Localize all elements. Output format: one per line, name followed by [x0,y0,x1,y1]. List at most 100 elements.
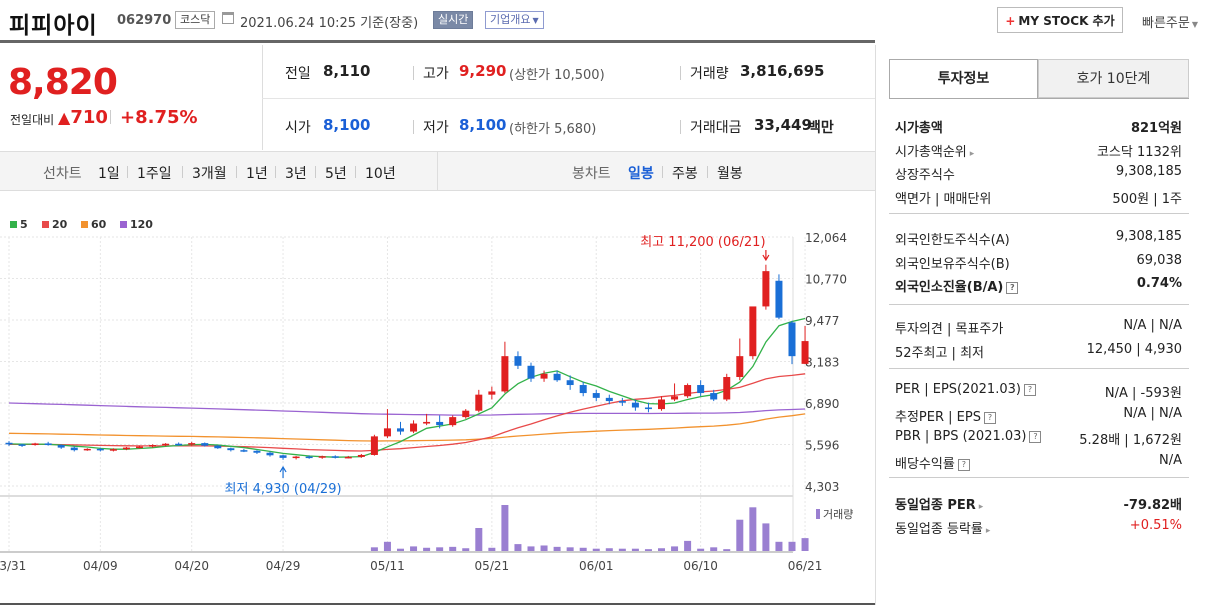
help-icon[interactable]: ? [983,411,996,424]
candle-monthly[interactable]: 월봉 [717,166,743,182]
period-1d[interactable]: 1일 [98,166,120,182]
divider [413,120,414,134]
info-row-label: 외국인보유주식수(B) [895,253,1010,272]
candle-body [423,421,431,424]
legend-ma20: 20 [42,218,67,231]
volume-bar [540,545,548,551]
volume-bar [618,548,626,551]
help-icon[interactable]: ? [1006,282,1019,294]
calendar-icon [222,12,234,24]
divider [262,98,875,99]
info-row-label: 외국인소진율(B/A)? [895,276,1019,295]
volume-bar [644,549,652,551]
info-row-value: 9,308,185 [1115,164,1182,179]
volume-bar [397,548,404,551]
help-icon[interactable]: ? [1023,384,1036,396]
volume-label: 거래량 [823,508,853,521]
volume-legend-swatch [816,509,820,519]
info-row-label: 시가총액 [895,117,943,136]
candle-body [553,373,561,381]
volume-bar [710,547,718,551]
candle-body [749,306,757,357]
candle-body [710,393,718,400]
realtime-button[interactable]: 실시간 [433,11,474,29]
divider [437,152,438,190]
period-10y[interactable]: 10년 [365,166,396,182]
candle-body [671,396,679,400]
price-chart[interactable]: 12,064 10,770 9,477 8,183 6,890 5,596 4,303 03/… [0,230,875,605]
company-info-dropdown[interactable]: 기업개요 ▼ [485,11,544,29]
info-label-text: 동일업종 PER [895,498,976,513]
candle-body [149,445,157,447]
info-row-label[interactable]: 시가총액순위 ▸ [895,141,974,160]
info-row-label: PBR | BPS (2021.03)? [895,429,1042,444]
caret-down-icon: ▼ [532,16,539,25]
tab-underline [889,98,1189,99]
info-label-text: 배당수익률 [895,456,955,472]
divider [680,66,681,80]
divider [182,166,183,178]
candle-body [488,391,496,395]
info-row-value: N/A | N/A [1123,318,1182,333]
low-value: 8,100 [459,116,507,134]
period-3m[interactable]: 3개월 [192,166,227,182]
y-tick-label: 6,890 [805,397,839,411]
divider [110,110,111,124]
info-row-value: +0.51% [1129,517,1182,533]
candle-weekly[interactable]: 주봉 [672,166,698,182]
volume-bar [370,547,378,551]
period-bar: 선차트 1일 1주일 3개월 1년 3년 5년 10년 봉차트 일봉 주봉 월봉 [0,151,875,191]
volume-bar [762,523,770,551]
info-row-label: PER | EPS(2021.03)? [895,382,1036,397]
volume-bar [514,544,522,551]
period-1y[interactable]: 1년 [246,166,268,182]
candle-body [70,447,78,451]
caret-down-icon: ▼ [1191,20,1198,29]
candle-body [631,402,639,408]
high-label: 고가 [423,66,449,82]
chevron-right-icon: ▸ [969,148,975,159]
info-row-value: N/A [1159,452,1182,468]
volume-value: 3,816,695 [740,62,825,80]
period-5y[interactable]: 5년 [325,166,347,182]
tab-orderbook-10[interactable]: 호가 10단계 [1038,59,1189,98]
prev-close-value: 8,110 [323,62,371,80]
add-mystock-button[interactable]: + MY STOCK 추가 [997,7,1123,33]
legend-swatch [81,221,88,228]
quick-order-dropdown[interactable]: 빠른주문 ▼ [1142,12,1198,31]
info-row-label: 외국인한도주식수(A) [895,229,1010,248]
candle-body [266,452,274,456]
volume-bar [697,548,705,551]
info-row-label[interactable]: 동일업종 등락률 ▸ [895,518,990,537]
volume-bar [488,547,496,551]
up-triangle-icon: ▲ [58,108,71,127]
quick-order-label: 빠른주문 [1142,16,1190,31]
candle-body [292,456,300,459]
add-mystock-label: MY STOCK 추가 [1018,14,1115,28]
candle-daily[interactable]: 일봉 [628,166,654,182]
volume-bar [566,547,574,551]
divider [662,166,663,178]
volume-bar [631,548,639,551]
help-icon[interactable]: ? [1029,431,1042,443]
info-row-value: 9,308,185 [1115,229,1182,244]
volume-bar [462,548,470,551]
info-label-text: 52주최고 | 최저 [895,345,984,361]
tab-invest-info[interactable]: 투자정보 [889,59,1038,98]
candle-body [31,443,39,446]
info-label-text: 외국인보유주식수(B) [895,256,1010,272]
help-icon[interactable]: ? [957,458,970,471]
divider [875,45,876,605]
candle-body [18,444,26,446]
candle-body [201,443,209,446]
candle-body [83,448,91,451]
info-row-label: 배당수익률? [895,453,970,472]
candle-body [540,373,548,379]
info-row-label[interactable]: 동일업종 PER ▸ [895,494,983,513]
y-tick-label: 12,064 [805,231,847,245]
volume-bar [383,541,391,551]
period-3y[interactable]: 3년 [285,166,307,182]
period-1w[interactable]: 1주일 [137,166,172,182]
info-row-value: 821억원 [1130,121,1182,136]
candle-body [279,455,287,458]
